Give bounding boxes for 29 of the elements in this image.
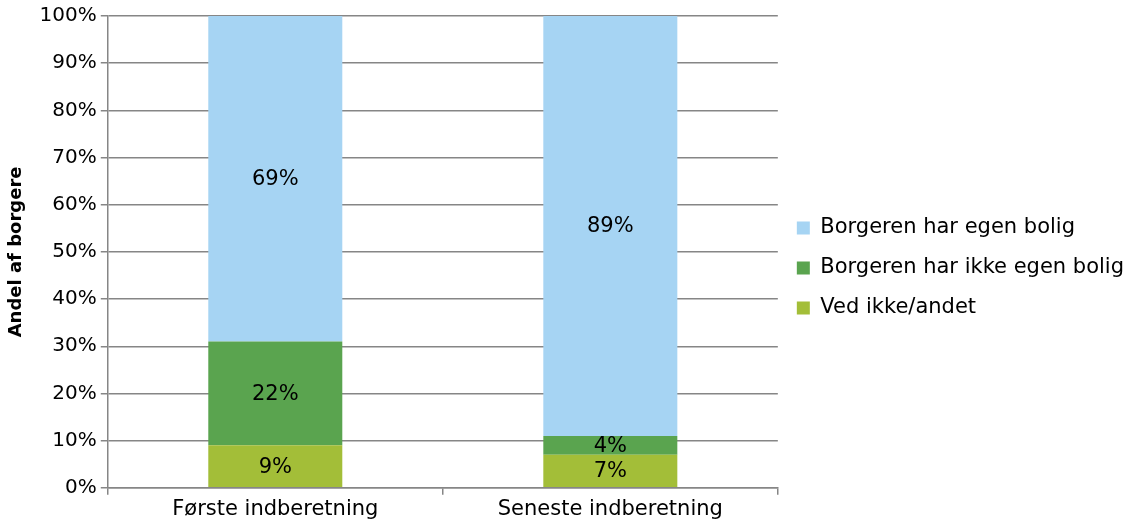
data-label: 7% xyxy=(593,458,627,483)
y-tick-label: 20% xyxy=(52,379,97,404)
y-tick-label: 90% xyxy=(52,49,97,74)
y-tick-label: 10% xyxy=(52,426,97,451)
y-tick-label: 50% xyxy=(52,238,97,263)
legend-label: Borgeren har ikke egen bolig xyxy=(820,254,1124,279)
data-label: 9% xyxy=(258,453,292,478)
data-label: 22% xyxy=(251,380,299,405)
bar xyxy=(208,341,343,446)
bar xyxy=(543,16,678,436)
bar xyxy=(543,454,678,488)
bar xyxy=(208,445,343,488)
data-label: 69% xyxy=(251,166,299,191)
y-tick-label: 70% xyxy=(52,143,97,168)
x-tick-label: Seneste indberetning xyxy=(497,495,723,520)
y-tick-label: 0% xyxy=(65,474,97,498)
x-tick-label: Første indberetning xyxy=(172,495,379,520)
y-tick-label: 100% xyxy=(39,2,97,27)
bar xyxy=(543,435,678,455)
legend-label: Ved ikke/andet xyxy=(820,294,977,319)
y-tick-label: 60% xyxy=(52,190,97,215)
legend-label: Borgeren har egen bolig xyxy=(820,214,1075,239)
y-tick-label: 30% xyxy=(52,332,97,357)
y-tick-label: 40% xyxy=(52,285,97,310)
bar xyxy=(208,16,343,342)
y-tick-label: 80% xyxy=(52,96,97,121)
y-axis-title: Andel af borgere xyxy=(4,166,26,338)
data-label: 89% xyxy=(586,213,634,238)
data-label: 4% xyxy=(593,432,627,457)
